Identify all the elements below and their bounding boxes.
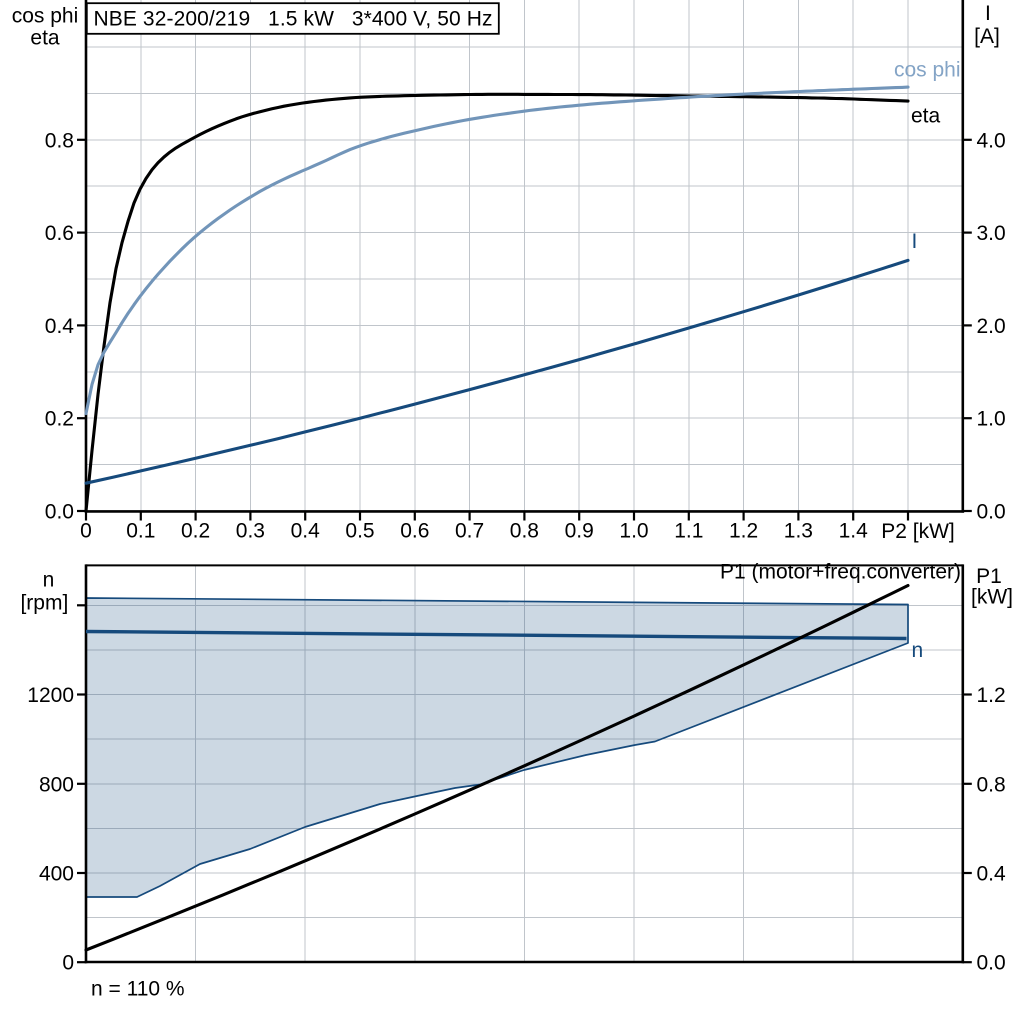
svg-text:eta: eta: [911, 105, 941, 128]
svg-text:0.7: 0.7: [455, 520, 484, 543]
svg-text:1.4: 1.4: [839, 520, 869, 543]
svg-text:I: I: [985, 2, 991, 25]
svg-text:0.6: 0.6: [400, 520, 429, 543]
svg-text:0.4: 0.4: [291, 520, 321, 543]
svg-text:cos phi: cos phi: [12, 5, 79, 28]
svg-text:0.4: 0.4: [977, 863, 1007, 886]
svg-text:0.2: 0.2: [181, 520, 210, 543]
svg-text:[rpm]: [rpm]: [20, 592, 68, 615]
svg-text:4.0: 4.0: [977, 129, 1006, 152]
svg-text:n: n: [43, 568, 55, 591]
svg-text:P1 (motor+freq.converter): P1 (motor+freq.converter): [720, 561, 961, 584]
svg-text:[kW]: [kW]: [971, 586, 1013, 609]
svg-text:0.0: 0.0: [45, 501, 74, 524]
svg-text:1.1: 1.1: [674, 520, 703, 543]
svg-text:1200: 1200: [27, 684, 74, 707]
svg-text:n = 110 %: n = 110 %: [91, 978, 185, 1001]
svg-text:2.0: 2.0: [977, 315, 1006, 338]
svg-text:0.0: 0.0: [977, 501, 1006, 524]
svg-text:P1: P1: [976, 565, 1002, 588]
svg-text:0.3: 0.3: [236, 520, 265, 543]
svg-text:0.0: 0.0: [977, 952, 1006, 975]
svg-text:0.8: 0.8: [45, 129, 74, 152]
svg-text:0.8: 0.8: [510, 520, 539, 543]
svg-text:1.2: 1.2: [729, 520, 758, 543]
svg-text:P2 [kW]: P2 [kW]: [881, 520, 955, 543]
svg-text:eta: eta: [30, 27, 60, 50]
svg-text:0: 0: [80, 520, 92, 543]
svg-text:1.0: 1.0: [619, 520, 648, 543]
svg-text:0.6: 0.6: [45, 222, 74, 245]
svg-text:800: 800: [39, 773, 74, 796]
svg-text:0.5: 0.5: [345, 520, 374, 543]
svg-text:0.9: 0.9: [565, 520, 594, 543]
svg-text:400: 400: [39, 863, 74, 886]
svg-text:0.1: 0.1: [126, 520, 155, 543]
svg-text:1.0: 1.0: [977, 408, 1006, 431]
svg-text:NBE 32-200/219 1.5 kW 3*40: NBE 32-200/219 1.5 kW 3*400 V, 50 Hz: [94, 8, 493, 31]
svg-text:3.0: 3.0: [977, 222, 1006, 245]
svg-text:I: I: [912, 230, 918, 253]
svg-text:0.8: 0.8: [977, 773, 1006, 796]
svg-text:1.2: 1.2: [977, 684, 1006, 707]
svg-text:1.3: 1.3: [784, 520, 813, 543]
svg-text:[A]: [A]: [974, 25, 1000, 48]
svg-text:0.4: 0.4: [45, 315, 75, 338]
svg-text:0: 0: [62, 952, 74, 975]
svg-text:0.2: 0.2: [45, 408, 74, 431]
svg-text:cos phi: cos phi: [894, 59, 961, 82]
svg-text:n: n: [912, 639, 924, 662]
